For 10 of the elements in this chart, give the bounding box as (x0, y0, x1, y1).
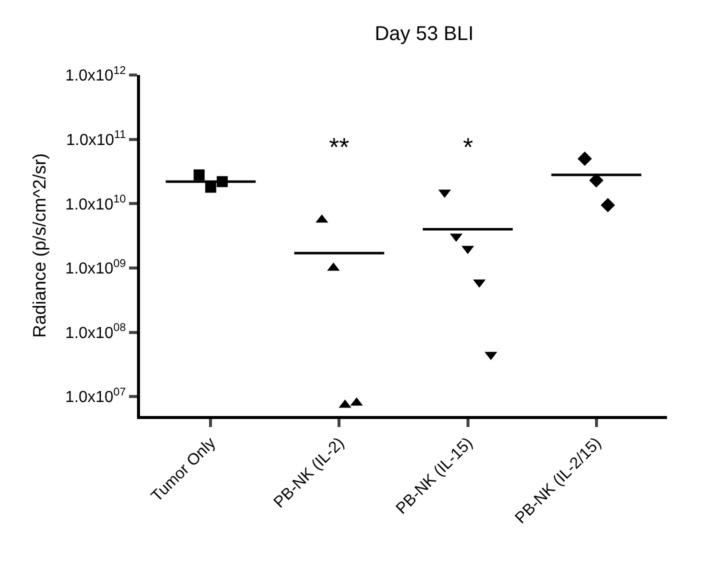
annotation: ** (329, 132, 350, 162)
y-tick-label: 1.0x10$^{08}$ (65, 322, 126, 342)
y-tick-label: 1.0x10$^{12}$ (65, 64, 126, 85)
y-tick-label: 1.0x10$^{09}$ (65, 258, 126, 278)
annotation: * (463, 132, 474, 162)
chart-title: Day 53 BLI (374, 22, 474, 45)
y-tick-label: 1.0x10$^{10}$ (65, 194, 126, 214)
y-tick-label: 1.0x10$^{11}$ (66, 129, 126, 149)
y-tick-label: 1.0x10$^{07}$ (65, 386, 126, 406)
y-axis-title: Radiance (p/s/cm^2/sr) (30, 153, 50, 338)
